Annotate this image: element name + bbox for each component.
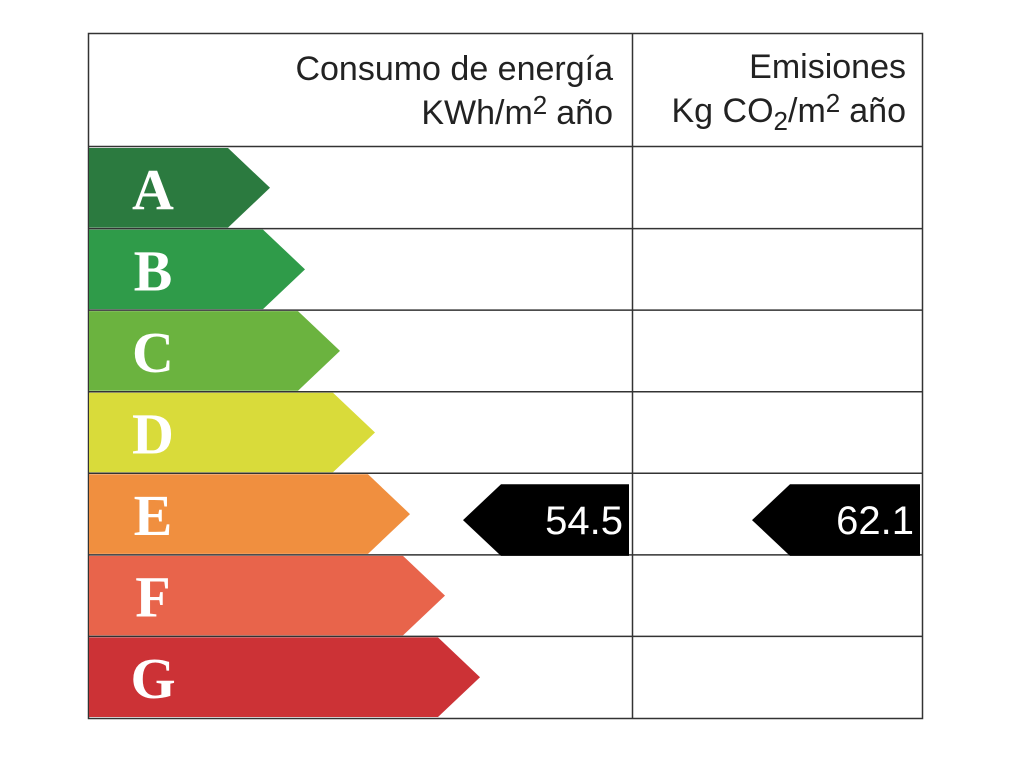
grade-letter: E — [134, 483, 173, 548]
grade-letter: C — [132, 320, 174, 385]
value-text: 62.1 — [836, 499, 914, 543]
grade-letter: G — [130, 646, 175, 711]
grade-arrow — [89, 474, 410, 554]
unit-base: KWh/m — [421, 94, 532, 132]
grade-letter: D — [132, 402, 174, 467]
grade-letter: A — [132, 157, 174, 222]
grade-letter: B — [134, 238, 173, 303]
grade-letter: F — [135, 565, 170, 630]
grade-arrow — [89, 392, 375, 473]
grade-arrow — [89, 311, 340, 391]
emissions-title: Emisiones — [749, 48, 906, 86]
unit-subscript: 2 — [774, 106, 788, 136]
unit-suffix: año — [849, 92, 906, 130]
grade-arrow — [89, 148, 270, 228]
unit-suffix: año — [556, 94, 613, 132]
grade-arrow — [89, 229, 305, 310]
unit-exponent: 2 — [826, 88, 840, 118]
grade-arrow — [89, 637, 480, 717]
energy-title: Consumo de energía — [295, 50, 613, 88]
unit-exponent: 2 — [533, 90, 547, 120]
unit-per: /m — [788, 92, 826, 130]
table-border — [87, 32, 924, 720]
grade-arrow — [89, 555, 445, 636]
unit-base: Kg CO — [672, 92, 774, 130]
emissions-unit: Kg CO2/m2 año — [672, 88, 907, 136]
energy-unit: KWh/m2 año — [421, 90, 613, 132]
value-text: 54.5 — [545, 499, 623, 543]
value-arrow — [463, 484, 629, 556]
value-arrow — [752, 484, 920, 556]
